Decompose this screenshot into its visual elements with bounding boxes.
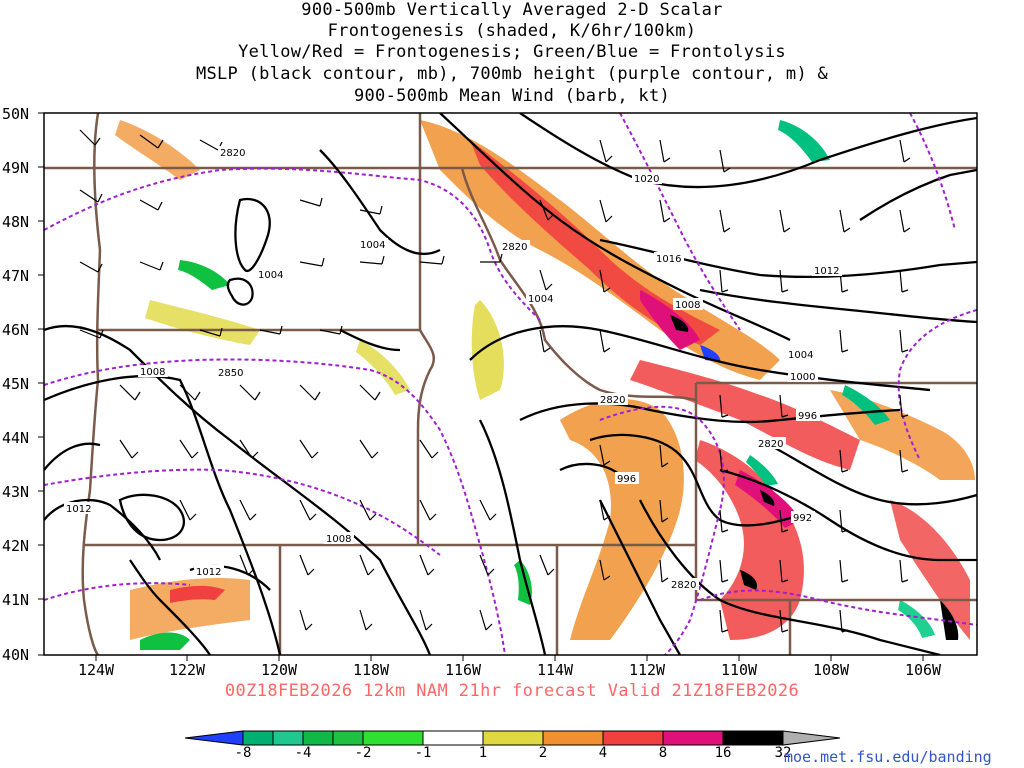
lat-label: 42N	[2, 537, 30, 555]
colorbar-label: 1	[478, 745, 488, 761]
lon-label: 106W	[904, 661, 942, 679]
lon-label: 110W	[720, 661, 758, 679]
mslp-label: 996	[798, 411, 817, 422]
forecast-valid-time: 00Z18FEB2026 12km NAM 21hr forecast Vali…	[224, 681, 800, 701]
wind-barbs	[79, 129, 911, 633]
title-line-3: Yellow/Red = Frontogenesis; Green/Blue =…	[238, 42, 786, 62]
mslp-label: 1004	[788, 350, 813, 361]
height-label: 2820	[671, 580, 696, 591]
lat-label: 43N	[2, 483, 30, 501]
lon-label: 108W	[812, 661, 850, 679]
lon-label: 118W	[352, 661, 390, 679]
height-label: 2820	[600, 395, 625, 406]
mslp-label: 1004	[258, 270, 283, 281]
lat-label: 40N	[2, 646, 30, 664]
height-label: 2820	[758, 439, 783, 450]
mslp-label: 1008	[326, 534, 351, 545]
colorbar-label: 2	[538, 745, 548, 761]
title-line-5: 900-500mb Mean Wind (barb, kt)	[353, 86, 671, 106]
lat-label: 45N	[2, 375, 30, 393]
lon-label: 112W	[628, 661, 666, 679]
lon-label: 124W	[77, 661, 115, 679]
mslp-label: 1020	[634, 174, 659, 185]
height-label: 2820	[220, 148, 245, 159]
lat-label: 47N	[2, 267, 30, 285]
mslp-label: 1004	[528, 294, 553, 305]
mslp-label: 1008	[675, 300, 700, 311]
colorbar-label: 16	[714, 745, 732, 761]
credit-link[interactable]: moe.met.fsu.edu/banding	[784, 748, 992, 766]
colorbar-label: -2	[354, 745, 372, 761]
map-frame	[43, 112, 978, 656]
colorbar-label: -8	[234, 745, 252, 761]
axis-ticks	[38, 112, 924, 661]
mslp-label: 1016	[656, 254, 681, 265]
mslp-label: 1008	[140, 367, 165, 378]
height-contours	[44, 113, 977, 655]
mslp-label: 1000	[790, 372, 815, 383]
height-label: 2820	[502, 242, 527, 253]
mslp-label: 992	[793, 513, 812, 524]
colorbar-label: -4	[294, 745, 312, 761]
lon-label: 122W	[168, 661, 206, 679]
colorbar-label: 8	[658, 745, 668, 761]
colorbar	[184, 730, 841, 746]
lat-label: 44N	[2, 429, 30, 447]
lat-label: 41N	[2, 591, 30, 609]
contour-labels: 1004 1004 1004 1008 1012 1012 1016 1020 …	[64, 146, 842, 591]
mslp-label: 1012	[66, 504, 91, 515]
height-label: 2850	[218, 368, 243, 379]
mslp-label: 1012	[196, 567, 221, 578]
title-line-4: MSLP (black contour, mb), 700mb height (…	[195, 64, 829, 84]
mslp-label: 1004	[360, 240, 385, 251]
frontogenesis-shading	[115, 120, 975, 650]
mslp-contours	[44, 113, 977, 655]
lat-label: 49N	[2, 159, 30, 177]
lon-label: 116W	[444, 661, 482, 679]
colorbar-label: -1	[414, 745, 432, 761]
title-line-1: 900-500mb Vertically Averaged 2-D Scalar	[301, 0, 723, 20]
lon-label: 114W	[536, 661, 574, 679]
lat-label: 48N	[2, 213, 30, 231]
title-line-2: Frontogenesis (shaded, K/6hr/100km)	[327, 21, 697, 41]
lat-label: 50N	[2, 105, 30, 123]
lat-label: 46N	[2, 321, 30, 339]
colorbar-label: 4	[598, 745, 608, 761]
mslp-label: 996	[617, 474, 636, 485]
mslp-label: 1012	[814, 266, 839, 277]
colorbar-label: 32	[774, 745, 792, 761]
lon-label: 120W	[260, 661, 298, 679]
